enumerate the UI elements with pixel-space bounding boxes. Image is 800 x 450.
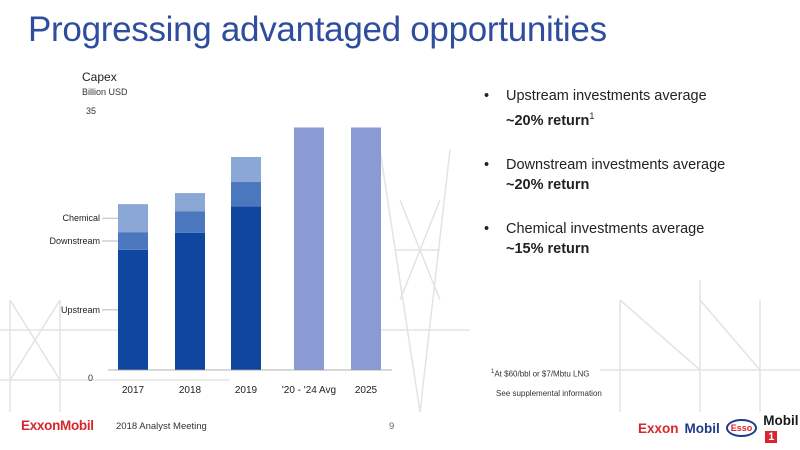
bullet-dot: • (484, 156, 490, 173)
x-tick-label: 2019 (235, 385, 258, 396)
bullet-text: Upstream investments average (506, 88, 707, 104)
page-title: Progressing advantaged opportunities (28, 10, 607, 49)
bullet-list: • Upstream investments average ~20% retu… (480, 86, 780, 283)
bar-segment-downstream (231, 182, 261, 207)
exxon-logo: Exxon (638, 420, 679, 436)
legend-label-downstream: Downstream (49, 236, 100, 246)
brand-logos: Exxon Mobil Esso Mobil1 (638, 413, 800, 443)
bullet-text: Downstream investments average (506, 156, 726, 173)
bullet-strong: ~20% return (506, 176, 590, 193)
bullet-strong: ~20% return (506, 112, 590, 129)
x-tick-label: '20 - '24 Avg (282, 385, 336, 396)
bullet-downstream: • Downstream investments average ~20% re… (480, 155, 780, 195)
bullet-strong: ~15% return (506, 240, 590, 257)
exxonmobil-logo: ExxonMobil (21, 418, 94, 433)
legend-label-upstream: Upstream (61, 305, 100, 315)
esso-logo: Esso (725, 419, 758, 437)
x-tick-label: 2025 (355, 385, 378, 396)
bar-segment-upstream (175, 232, 205, 370)
x-tick-label: 2017 (122, 385, 145, 396)
bar-segment-upstream (118, 249, 148, 370)
page-number: 9 (389, 421, 395, 432)
bullet-dot: • (484, 88, 490, 104)
bar-total (294, 127, 324, 370)
supplemental-note: See supplemental information (496, 389, 602, 398)
bullet-chemical: • Chemical investments average ~15% retu… (480, 219, 780, 259)
bar-segment-chemical (118, 204, 148, 233)
y-tick-label: 35 (86, 106, 97, 116)
chart-title: Capex (82, 70, 117, 84)
y-axis-label: Billion USD (82, 87, 128, 97)
legend-label-chemical: Chemical (62, 213, 100, 223)
bar-segment-downstream (118, 232, 148, 250)
mobil1-logo: Mobil1 (763, 413, 799, 443)
mobil-logo: Mobil (684, 420, 720, 436)
bullet-upstream: • Upstream investments average ~20% retu… (480, 86, 780, 131)
x-tick-label: 2018 (179, 385, 202, 396)
bullet-text: Chemical investments average (506, 220, 705, 237)
footnote: 1At $60/bbl or $7/Mbtu LNG (491, 369, 590, 379)
bar-segment-downstream (175, 211, 205, 233)
y-tick-label: 0 (88, 373, 94, 383)
bullet-dot: • (484, 220, 490, 237)
bar-total (351, 127, 381, 370)
footer-text: 2018 Analyst Meeting (116, 421, 207, 432)
bar-segment-upstream (231, 206, 261, 370)
bar-segment-chemical (231, 156, 261, 183)
bar-segment-chemical (175, 193, 205, 212)
footnote-marker: 1 (589, 111, 595, 121)
